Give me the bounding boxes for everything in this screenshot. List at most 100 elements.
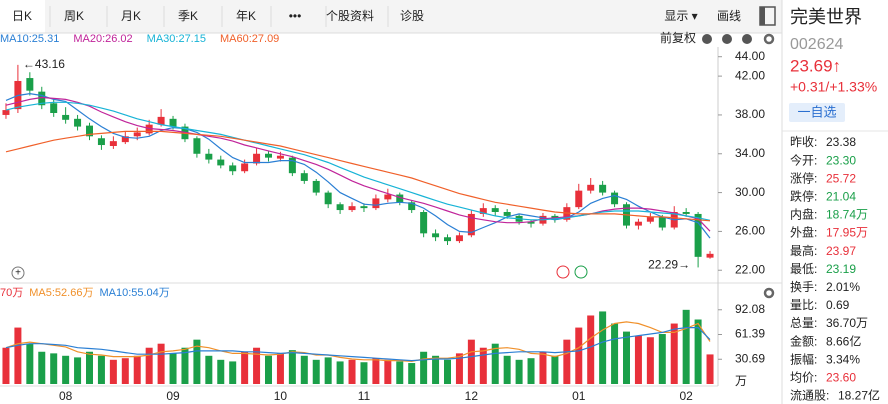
candle-body <box>396 194 404 203</box>
stat-value: 18.74万 <box>826 208 868 222</box>
zoom-in[interactable] <box>722 34 732 44</box>
stat-value: 36.70万 <box>826 316 868 330</box>
volume-bar <box>241 351 249 384</box>
ma-line <box>5 130 711 222</box>
volume-bar <box>706 354 714 384</box>
reset[interactable] <box>742 34 752 44</box>
toolbar-tab[interactable]: 画线 <box>717 9 741 23</box>
tab[interactable]: 年K <box>236 9 256 23</box>
stat-label: 换手: <box>790 280 817 294</box>
stat-value: 23.60 <box>826 370 856 384</box>
x-tick-label: 12 <box>465 389 479 403</box>
legend-entry: MA30:27.15 <box>147 33 206 45</box>
volume-bar <box>527 358 535 384</box>
volume-bar <box>658 334 666 384</box>
volume-bar <box>503 355 511 384</box>
stock-name: 完美世界 <box>790 7 862 27</box>
stock-code: 002624 <box>790 36 843 53</box>
volume-ma-line <box>5 321 711 363</box>
candle-body <box>682 212 690 214</box>
volume-bar <box>575 327 583 384</box>
y-tick-label: 42.00 <box>735 68 765 82</box>
candle-body <box>109 141 117 146</box>
candle-body <box>336 204 344 211</box>
tab[interactable]: 周K <box>64 9 84 23</box>
tab[interactable]: 个股资料 <box>326 9 374 23</box>
legend-entry: 70万 <box>0 287 23 299</box>
legend-entry: MA10:25.31 <box>0 33 59 45</box>
volume-bar <box>467 339 475 384</box>
volume-bar <box>455 353 463 384</box>
add-icon: + <box>15 268 21 279</box>
candle-body <box>2 110 10 115</box>
volume-bar <box>539 351 547 384</box>
y-tick-label: 38.00 <box>735 107 765 121</box>
stat-value: 8.66亿 <box>826 333 861 348</box>
legend-entry: MA5:52.66万 <box>29 287 93 299</box>
y-tick-label: 30.69 <box>735 351 765 365</box>
legend-entry: MA20:26.02 <box>73 33 132 45</box>
toolbar-tab[interactable]: 显示 ▾ <box>664 9 697 23</box>
volume-bar <box>157 343 165 384</box>
zoom-out[interactable] <box>702 34 712 44</box>
candle-body <box>455 235 463 242</box>
settings-icon[interactable] <box>763 287 775 299</box>
candle-body <box>646 216 654 222</box>
tab[interactable]: 诊股 <box>400 9 424 23</box>
stat-label: 流通股: <box>790 389 829 403</box>
candle-body <box>253 153 261 164</box>
candle-body <box>312 180 320 193</box>
candle-body <box>288 157 296 174</box>
add-icon[interactable] <box>11 266 25 280</box>
x-tick-label: 02 <box>679 389 693 403</box>
candle-body <box>324 192 332 205</box>
volume-bar <box>50 353 58 384</box>
volume-bar <box>312 359 320 384</box>
tab[interactable]: 季K <box>178 9 198 23</box>
volume-ma-line <box>5 327 711 362</box>
candle-body <box>205 153 213 160</box>
x-tick-label: 01 <box>572 389 586 403</box>
candle-body <box>97 138 105 146</box>
tab[interactable]: ••• <box>289 9 302 23</box>
candle-body <box>658 216 666 228</box>
stat-value: 0.69 <box>826 298 850 312</box>
rank-icon[interactable] <box>556 265 570 279</box>
candle-body <box>74 118 82 127</box>
y-tick-label: 22.00 <box>735 262 765 276</box>
tab[interactable]: 月K <box>121 9 141 23</box>
settings-icon[interactable] <box>763 33 775 45</box>
x-tick-label: 09 <box>166 389 180 403</box>
candle-body <box>229 165 237 172</box>
candle-body <box>432 233 440 238</box>
price-annotation: 22.29→ <box>648 258 690 272</box>
tab[interactable]: 日K <box>12 9 32 23</box>
stat-label: 总量: <box>790 316 817 330</box>
stat-label: 量比: <box>790 298 817 312</box>
y-tick-label: 44.00 <box>735 49 765 63</box>
candle-body <box>491 208 499 212</box>
stat-value: 23.19 <box>826 262 856 276</box>
candle-body <box>26 78 34 91</box>
stat-value: 23.38 <box>826 135 856 149</box>
adjust-button[interactable]: 前复权 <box>660 30 696 45</box>
candle-body <box>372 198 380 209</box>
candle-body <box>360 206 368 209</box>
panel-toggle <box>760 7 765 25</box>
stat-label: 均价: <box>790 370 817 384</box>
volume-bar <box>694 319 702 384</box>
volume-bar <box>563 339 571 384</box>
volume-bar <box>670 323 678 384</box>
stat-label: 最高: <box>790 243 817 258</box>
price-annotation: ←43.16 <box>23 57 65 71</box>
stat-label: 振幅: <box>790 351 817 366</box>
watch-button-label[interactable]: 一自选 <box>797 104 836 119</box>
candle-body <box>38 91 46 106</box>
stat-label: 金额: <box>790 333 817 348</box>
watch-button[interactable] <box>789 103 845 122</box>
l-icon[interactable] <box>574 265 588 279</box>
candle-body <box>611 192 619 205</box>
y-tick-label: 61.39 <box>735 327 765 341</box>
candle-body <box>384 194 392 200</box>
volume-bar <box>229 361 237 384</box>
